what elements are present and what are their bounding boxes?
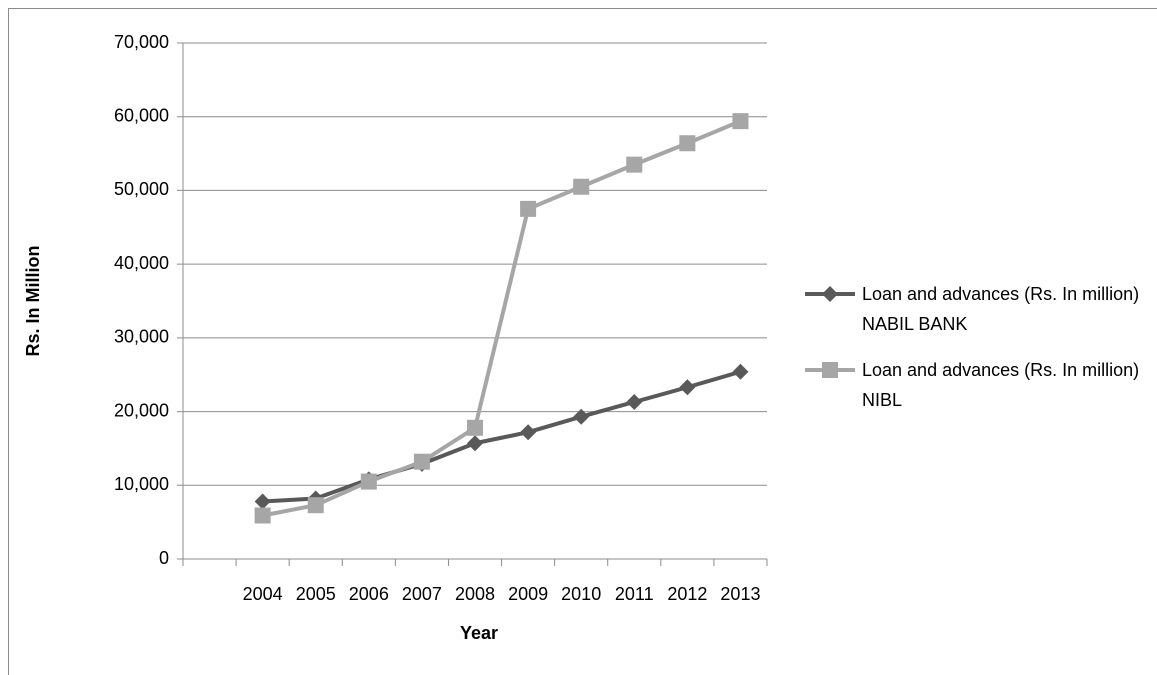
legend-marker <box>822 362 838 378</box>
data-point <box>732 113 749 130</box>
data-point <box>413 453 430 470</box>
data-point <box>573 408 590 425</box>
data-point <box>467 435 483 452</box>
chart-border <box>8 8 1157 675</box>
data-point <box>254 507 271 524</box>
data-point <box>626 156 643 173</box>
y-tick-label: 60,000 <box>114 105 169 125</box>
x-tick-label: 2010 <box>561 584 601 604</box>
y-tick-label: 0 <box>159 548 169 568</box>
data-point <box>732 363 749 380</box>
x-tick-label: 2012 <box>667 584 707 604</box>
y-tick-label: 10,000 <box>114 474 169 494</box>
data-point <box>679 135 696 152</box>
y-tick-label: 70,000 <box>114 32 169 52</box>
legend-marker <box>822 286 838 302</box>
data-point <box>307 497 324 514</box>
data-point <box>254 493 271 510</box>
series-line <box>262 369 742 504</box>
y-tick-label: 50,000 <box>114 179 169 199</box>
x-tick-label: 2011 <box>615 584 654 604</box>
y-tick-label: 20,000 <box>114 400 169 420</box>
y-axis-title: Rs. In Million <box>23 246 43 357</box>
x-tick-label: 2013 <box>720 584 760 604</box>
data-point <box>520 424 537 441</box>
x-tick-label: 2004 <box>243 584 283 604</box>
y-tick-label: 30,000 <box>114 327 169 347</box>
legend-label: Loan and advances (Rs. In million) NIBL <box>862 360 1140 410</box>
legend-label: Loan and advances (Rs. In million) NABIL… <box>862 284 1140 334</box>
x-axis-title: Year <box>460 623 498 643</box>
x-tick-label: 2008 <box>455 584 495 604</box>
x-tick-label: 2005 <box>296 584 336 604</box>
y-tick-label: 40,000 <box>114 253 169 273</box>
x-tick-label: 2006 <box>349 584 389 604</box>
data-point <box>626 393 643 410</box>
data-point <box>360 473 377 490</box>
data-point <box>573 178 590 195</box>
data-point <box>679 379 696 396</box>
data-point <box>467 419 483 436</box>
data-point <box>520 200 537 217</box>
x-tick-label: 2007 <box>402 584 442 604</box>
x-tick-label: 2009 <box>508 584 548 604</box>
series-line <box>262 119 742 518</box>
